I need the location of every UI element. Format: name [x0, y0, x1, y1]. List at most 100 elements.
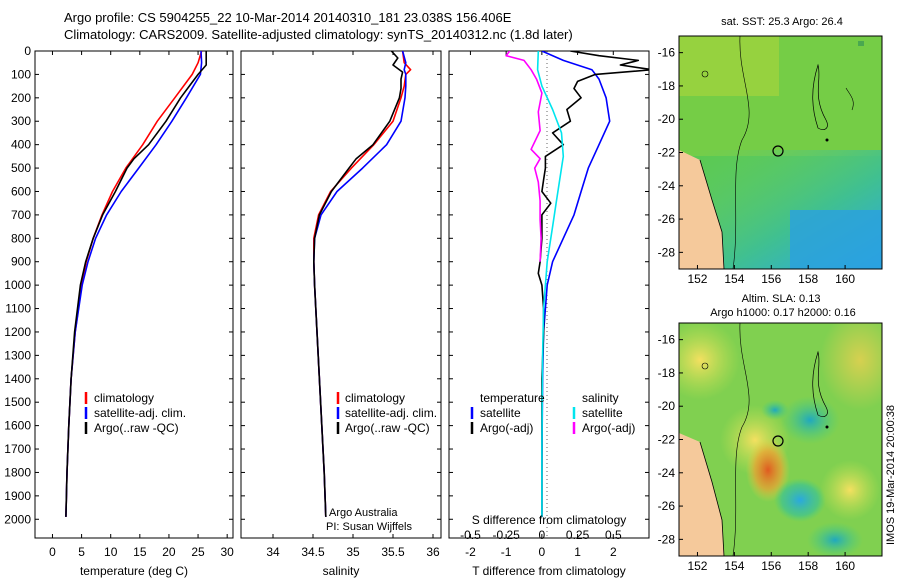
y-tick-label: 1500 [4, 395, 31, 409]
sst-reef-contour [812, 63, 828, 130]
map-y-tick-label: -24 [658, 179, 676, 193]
y-tick-label: 500 [11, 161, 31, 175]
y-tick-label: 1900 [4, 489, 31, 503]
x-tick-label: 36 [426, 545, 440, 559]
series-line-argo-raw-qc- [312, 51, 404, 517]
x-tick-label: 15 [133, 545, 147, 559]
temperature-legend: climatology satellite-adj. clim. Argo(..… [84, 391, 186, 435]
legend-label: climatology [94, 391, 154, 405]
difference-xlabel: T difference from climatology [472, 564, 626, 578]
credit-stamp: IMOS 19-Mar-2014 20:00:38 [885, 405, 897, 545]
map-x-tick-label: 158 [798, 272, 818, 286]
sla-map-subtitle: Argo h1000: 0.17 h2000: 0.16 [710, 307, 856, 319]
legend-label: Argo(..raw -QC) [345, 421, 430, 435]
series-line-argo-raw-qc- [65, 51, 207, 517]
y-tick-label: 2000 [4, 512, 31, 526]
y-tick-label: 1700 [4, 442, 31, 456]
map-y-tick-label: -16 [658, 46, 676, 60]
map-y-tick-label: -18 [658, 366, 676, 380]
legend-title-salinity: salinity [582, 391, 619, 405]
salinity-xlabel: salinity [323, 564, 360, 578]
difference-xlabel-top: S difference from climatology [472, 513, 627, 527]
x-tick-label: 20 [162, 545, 176, 559]
sst-land-australia [679, 150, 724, 269]
map-x-tick-label: 154 [724, 559, 744, 573]
map-y-tick-label: -24 [658, 466, 676, 480]
y-tick-label: 1100 [5, 302, 31, 316]
credit-pi: PI: Susan Wijffels [326, 521, 412, 533]
y-tick-label: 700 [11, 208, 31, 222]
x-tick-label: -2 [465, 545, 476, 559]
map-x-tick-label: 160 [835, 559, 855, 573]
x-tick-label: 30 [220, 545, 234, 559]
x-tick-label: 35.5 [381, 545, 405, 559]
sla-reef-contour [812, 350, 828, 417]
temperature-xlabel: temperature (deg C) [80, 564, 188, 578]
x-tick-label: 35 [346, 545, 360, 559]
sst-map: 152 154 156 158 160 -16 -18 -20 -22 -24 -26 -28 [658, 35, 883, 286]
x-tick-label: 5 [78, 545, 85, 559]
x-tick-label: -1 [501, 545, 512, 559]
map-y-tick-label: -26 [658, 212, 676, 226]
credit-owner: Argo Australia [329, 507, 398, 519]
s-tick-label: -0.25 [492, 528, 520, 542]
map-x-tick-label: 158 [798, 559, 818, 573]
map-y-tick-label: -22 [658, 146, 676, 160]
y-tick-label: 0 [24, 44, 31, 58]
map-x-tick-label: 152 [687, 272, 707, 286]
x-tick-label: 34 [266, 545, 280, 559]
map-x-tick-label: 156 [761, 559, 781, 573]
map-y-tick-label: -22 [658, 433, 676, 447]
legend-label: satellite [480, 406, 521, 420]
difference-panel: -2 -1 0 1 2 -0.5 -0.25 0 0.25 0.5 T difference fr… [448, 50, 650, 578]
figure-title-line2: Climatology: CARS2009. Satellite-adjuste… [64, 27, 573, 42]
y-tick-label: 1200 [4, 325, 31, 339]
map-y-tick-label: -16 [658, 333, 676, 347]
legend-label: satellite [582, 406, 623, 420]
y-tick-label: 1400 [4, 372, 31, 386]
figure-title-line1: Argo profile: CS 5904255_22 10-Mar-2014 … [64, 10, 512, 25]
x-tick-label: 34.5 [301, 545, 325, 559]
x-tick-label: 2 [610, 545, 617, 559]
map-x-tick-label: 156 [761, 272, 781, 286]
series-line-s-argo-adj- [505, 51, 543, 262]
temperature-panel: 0100200300400500600700800900100011001200… [4, 44, 234, 578]
y-tick-label: 1600 [4, 419, 31, 433]
y-tick-label: 300 [11, 114, 31, 128]
s-tick-label: 0.5 [605, 528, 622, 542]
difference-legend: temperature satellite Argo(-adj) salinit… [470, 391, 635, 435]
sst-shelf-contour [732, 36, 750, 269]
y-tick-label: 1800 [4, 465, 31, 479]
map-y-tick-label: -18 [658, 79, 676, 93]
y-tick-label: 100 [11, 67, 31, 81]
sla-argo-marker [772, 435, 784, 447]
sla-map-title: Altim. SLA: 0.13 [742, 293, 821, 305]
y-tick-label: 1300 [4, 348, 31, 362]
legend-label: Argo(..raw -QC) [94, 421, 179, 435]
x-tick-label: 25 [191, 545, 205, 559]
sst-map-title: sat. SST: 25.3 Argo: 26.4 [721, 16, 843, 28]
x-tick-label: 0 [49, 545, 56, 559]
map-x-tick-label: 160 [835, 272, 855, 286]
legend-label: Argo(-adj) [480, 421, 533, 435]
legend-title-temperature: temperature [480, 391, 545, 405]
y-tick-label: 900 [11, 255, 31, 269]
sla-map: 152 154 156 158 160 -16 -18 -20 -22 -24 -26 -28 [658, 322, 883, 573]
legend-label: satellite-adj. clim. [345, 406, 437, 420]
y-tick-label: 600 [11, 184, 31, 198]
y-tick-label: 200 [11, 91, 31, 105]
salinity-panel: 34 34.5 35 35.5 36 salinity climatology sate… [240, 50, 442, 578]
y-tick-label: 400 [11, 138, 31, 152]
map-x-tick-label: 152 [687, 559, 707, 573]
y-tick-label: 800 [11, 231, 31, 245]
map-y-tick-label: -28 [658, 532, 676, 546]
salinity-legend: climatology satellite-adj. clim. Argo(..… [336, 391, 437, 435]
s-tick-label: 0 [539, 528, 546, 542]
s-tick-label: -0.5 [460, 528, 481, 542]
y-tick-label: 1000 [4, 278, 31, 292]
x-tick-label: 10 [104, 545, 118, 559]
map-y-tick-label: -20 [658, 399, 676, 413]
sst-argo-marker [772, 145, 784, 157]
x-tick-label: 0 [539, 545, 546, 559]
